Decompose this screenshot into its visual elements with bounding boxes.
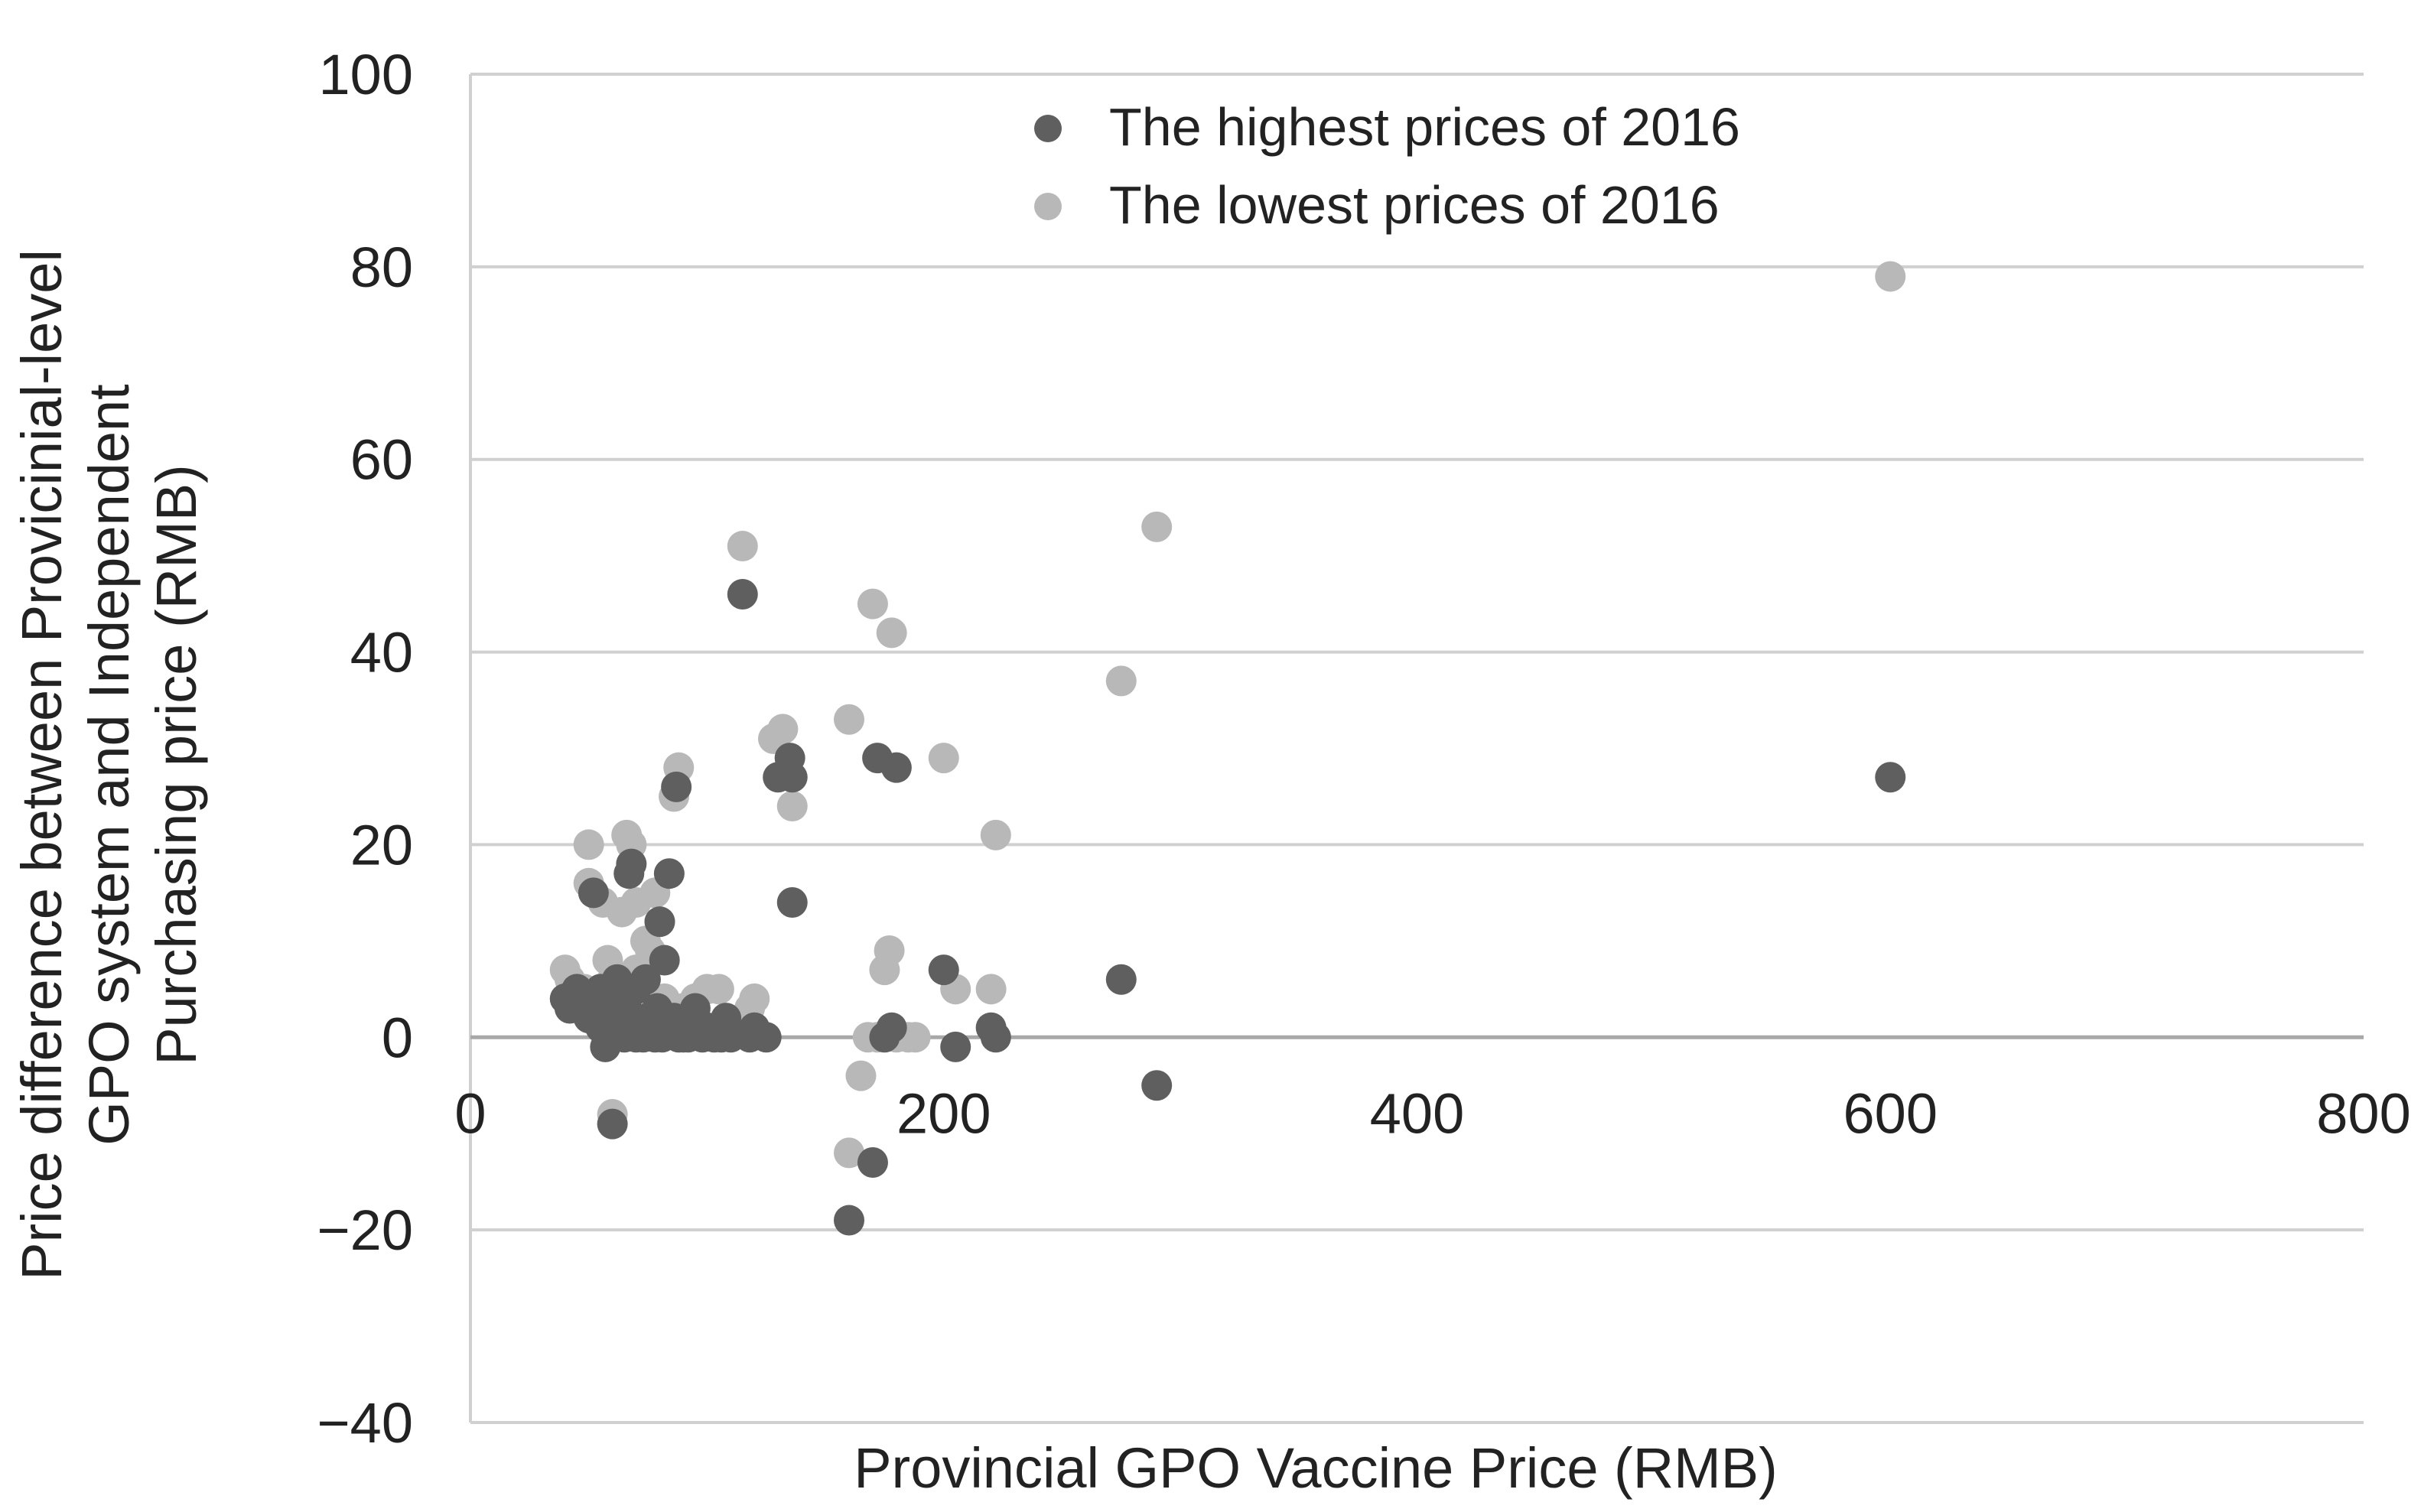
y-tick-label: 80	[350, 236, 413, 299]
data-point	[653, 858, 685, 889]
data-point	[845, 1060, 877, 1091]
data-point	[1105, 665, 1137, 697]
data-point	[661, 771, 692, 802]
data-point	[727, 579, 758, 610]
x-tick-label: 200	[896, 1081, 991, 1145]
legend-swatch-highest	[1034, 115, 1062, 142]
data-point	[900, 1022, 931, 1053]
data-point	[980, 1022, 1011, 1053]
legend-swatch-lowest	[1034, 193, 1062, 220]
x-tick-label: 400	[1370, 1081, 1464, 1145]
data-point	[876, 617, 907, 649]
data-point	[834, 1137, 864, 1169]
axes	[469, 74, 2364, 1424]
data-point	[776, 762, 808, 793]
data-point	[834, 1205, 864, 1236]
data-point	[644, 906, 675, 938]
x-tick-labels: 0 200 400 600 800	[454, 1081, 2410, 1145]
data-point	[1141, 1070, 1173, 1101]
data-point	[750, 1022, 782, 1053]
data-point	[940, 1031, 971, 1062]
y-tick-label: 40	[350, 621, 413, 684]
data-point	[834, 704, 864, 735]
grid-lines	[470, 73, 2364, 1232]
y-tick-label: −40	[317, 1391, 413, 1455]
data-point	[980, 819, 1011, 850]
data-point	[975, 974, 1007, 1005]
data-point	[857, 1146, 888, 1178]
x-axis-title: Provincial GPO Vaccine Price (RMB)	[854, 1436, 1778, 1500]
y-tick-label: 20	[350, 813, 413, 876]
x-tick-label: 0	[454, 1081, 486, 1145]
y-axis-title: Price difference between Provicinial-lev…	[10, 249, 208, 1280]
data-point	[928, 743, 959, 774]
series-highest	[549, 579, 1906, 1236]
data-point	[573, 829, 604, 860]
data-point	[767, 714, 799, 745]
data-point	[876, 1012, 907, 1043]
data-point	[597, 1108, 628, 1140]
y-tick-labels: −40 −20 0 20 40 60 80 100	[317, 43, 413, 1455]
x-tick-label: 600	[1843, 1081, 1938, 1145]
y-tick-label: 100	[319, 43, 413, 106]
data-point	[880, 752, 912, 783]
data-points	[549, 261, 1906, 1236]
y-axis-title-line-3: Purchasing price (RMB)	[145, 464, 208, 1065]
data-point	[1875, 762, 1906, 793]
data-point	[1875, 261, 1906, 292]
data-point	[649, 945, 680, 976]
y-tick-label: −20	[317, 1198, 413, 1262]
data-point	[776, 886, 808, 918]
y-axis-title-line-1: Price difference between Provicinial-lev…	[10, 249, 73, 1280]
data-point	[776, 791, 808, 822]
x-tick-label: 800	[2316, 1081, 2410, 1145]
data-point	[928, 954, 959, 986]
legend-label-lowest: The lowest prices of 2016	[1109, 175, 1720, 235]
data-point	[616, 848, 647, 880]
data-point	[1141, 511, 1173, 542]
legend: The highest prices of 2016 The lowest pr…	[1034, 97, 1740, 235]
data-point	[727, 531, 758, 562]
data-point	[630, 964, 661, 995]
data-point	[874, 935, 905, 966]
data-point	[703, 974, 734, 1005]
data-point	[857, 588, 888, 619]
y-tick-label: 0	[382, 1006, 413, 1069]
data-point	[1105, 964, 1137, 995]
data-point	[739, 983, 770, 1014]
data-point	[578, 877, 609, 909]
y-axis-title-line-2: GPO system and Independent	[77, 384, 141, 1146]
y-tick-label: 60	[350, 428, 413, 492]
legend-label-highest: The highest prices of 2016	[1109, 97, 1740, 157]
